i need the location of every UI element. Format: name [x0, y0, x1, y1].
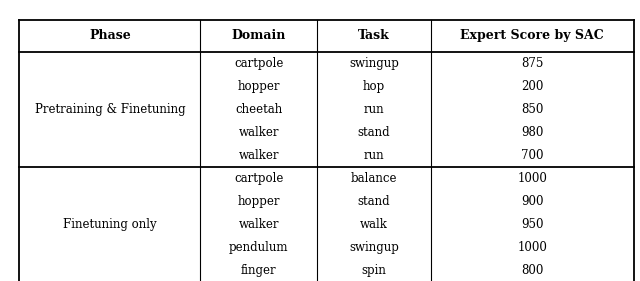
Text: 1000: 1000	[517, 172, 547, 185]
Text: cheetah: cheetah	[235, 103, 282, 116]
Text: 980: 980	[521, 126, 543, 139]
Text: Domain: Domain	[232, 29, 286, 42]
Text: pendulum: pendulum	[229, 241, 289, 254]
Text: Expert Score by SAC: Expert Score by SAC	[460, 29, 604, 42]
Text: 950: 950	[521, 218, 543, 231]
Text: Task: Task	[358, 29, 390, 42]
Text: cartpole: cartpole	[234, 172, 284, 185]
Text: cartpole: cartpole	[234, 57, 284, 70]
Text: hop: hop	[363, 80, 385, 93]
Text: walker: walker	[239, 149, 279, 162]
Text: 800: 800	[521, 264, 543, 277]
Text: walk: walk	[360, 218, 388, 231]
Text: balance: balance	[351, 172, 397, 185]
Text: hopper: hopper	[237, 80, 280, 93]
Text: swingup: swingup	[349, 241, 399, 254]
Text: stand: stand	[358, 195, 390, 208]
Text: 700: 700	[521, 149, 543, 162]
Text: Pretraining & Finetuning: Pretraining & Finetuning	[35, 103, 185, 116]
Text: run: run	[364, 149, 385, 162]
Text: finger: finger	[241, 264, 276, 277]
Text: walker: walker	[239, 126, 279, 139]
Text: walker: walker	[239, 218, 279, 231]
Text: 200: 200	[521, 80, 543, 93]
Text: spin: spin	[362, 264, 387, 277]
Text: Finetuning only: Finetuning only	[63, 218, 157, 231]
Text: Phase: Phase	[89, 29, 131, 42]
Text: 1000: 1000	[517, 241, 547, 254]
Text: 875: 875	[521, 57, 543, 70]
Text: swingup: swingup	[349, 57, 399, 70]
Text: 850: 850	[521, 103, 543, 116]
Text: run: run	[364, 103, 385, 116]
Text: hopper: hopper	[237, 195, 280, 208]
Text: stand: stand	[358, 126, 390, 139]
Text: 900: 900	[521, 195, 543, 208]
